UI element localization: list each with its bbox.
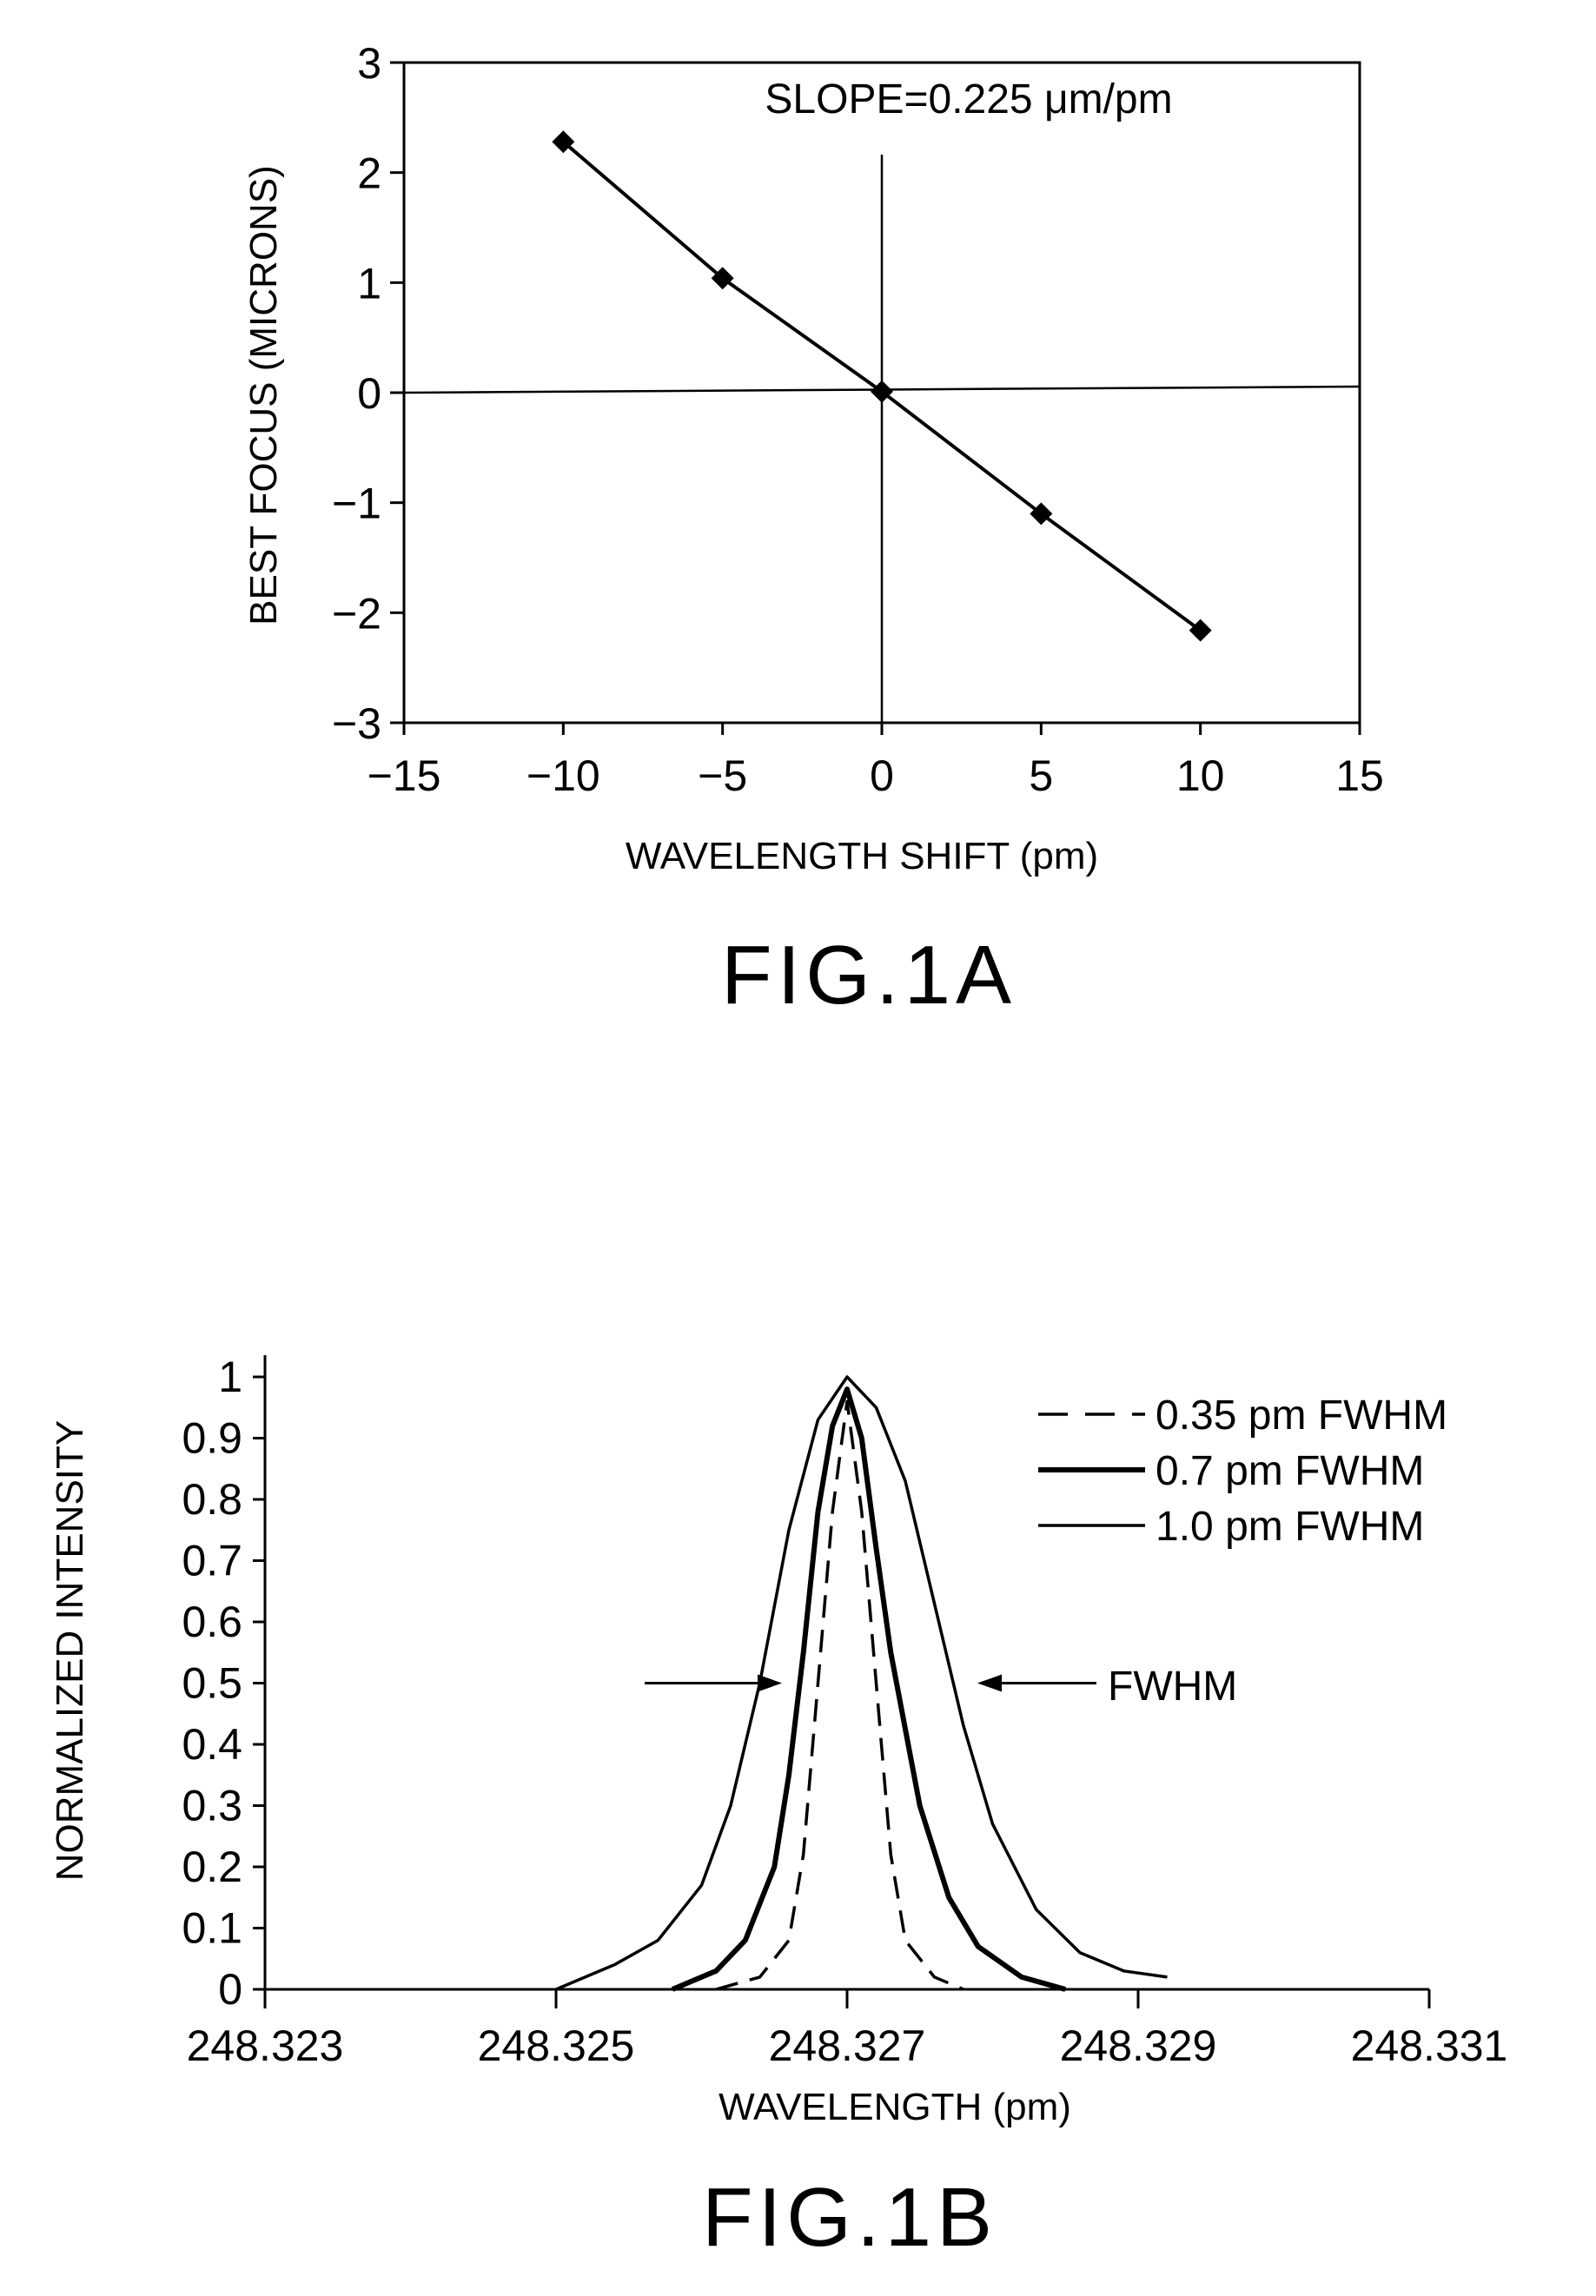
fig-1a-xtick-label: 15	[1335, 751, 1384, 800]
fwhm-right-arrow-head	[977, 1675, 1002, 1692]
fig-1a-caption: FIG.1A	[721, 929, 1017, 1022]
fig-1b-xtick-label: 248.323	[187, 2021, 344, 2070]
fig-1a-ytick-label: −1	[332, 480, 381, 528]
legend-item-0-35pm-label: 0.35 pm FWHM	[1156, 1393, 1447, 1439]
legend-item-0-7pm-label: 0.7 pm FWHM	[1156, 1448, 1424, 1494]
fig-1b-series-0-7pm	[672, 1389, 1065, 1989]
fig-1b-ytick-label: 0.6	[182, 1598, 242, 1646]
fig-1b-ytick-label: 0.4	[182, 1720, 242, 1769]
fig-1b-xtick-label: 248.325	[478, 2021, 635, 2070]
fig-1a-xlabel: WAVELENGTH SHIFT (pm)	[626, 835, 1098, 877]
fig-1b-xlabel: WAVELENGTH (pm)	[719, 2086, 1071, 2128]
fig-1b-ytick-label: 0.3	[182, 1782, 242, 1830]
fig-1b-caption: FIG.1B	[702, 2171, 997, 2264]
fig-1a-xtick-label: 5	[1029, 751, 1053, 800]
fig-1a-ytick-label: −2	[332, 589, 381, 638]
legend-item-1-0pm-label: 1.0 pm FWHM	[1156, 1504, 1424, 1550]
fig-1a-xtick-label: −5	[698, 751, 747, 800]
chart-fig-1b: 248.323 248.325 248.327 248.329 248.331 1 0.9 0…	[182, 1353, 1507, 2070]
fig-1a-xtick-label: −15	[368, 751, 441, 800]
fig-1a-xtick-label: −10	[526, 751, 600, 800]
chart-fig-1a: −15−10−50510153210−1−2−3	[332, 39, 1384, 800]
fig-1a-ytick-label: −3	[332, 699, 381, 748]
fwhm-annotation: FWHM	[1108, 1664, 1237, 1710]
fig-1b-ytick-label: 0.8	[182, 1475, 242, 1524]
fig-1a-ytick-label: 2	[357, 149, 381, 198]
fwhm-left-arrow-head	[758, 1675, 782, 1692]
fig-1b-series-0-35pm	[716, 1401, 964, 1989]
fig-1b-ytick-label: 0.2	[182, 1843, 242, 1891]
fig-1b-xtick-label: 248.329	[1060, 2021, 1217, 2070]
fig-1b-ytick-label: 0	[218, 1965, 242, 2014]
fig-1a-annotation: SLOPE=0.225 μm/pm	[765, 76, 1172, 122]
fig-1b-ytick-label: 0.5	[182, 1659, 242, 1708]
fig-1b-ytick-label: 1	[218, 1353, 242, 1401]
fig-1a-ytick-label: 3	[357, 39, 381, 88]
fig-1a-ylabel: BEST FOCUS (MICRONS)	[242, 165, 285, 625]
fig-1a-xtick-label: 10	[1176, 751, 1225, 800]
fig-1b-ytick-label: 0.1	[182, 1904, 242, 1953]
fig-1b-ytick-label: 0.7	[182, 1537, 242, 1585]
fig-1a-xtick-label: 0	[870, 751, 894, 800]
fig-1a-ytick-label: 1	[357, 259, 381, 308]
fig-1b-ytick-label: 0.9	[182, 1414, 242, 1463]
fig-1a-ytick-label: 0	[357, 369, 381, 418]
fig-1b-ylabel: NORMALIZED INTENSITY	[49, 1420, 91, 1882]
fig-1b-xtick-label: 248.331	[1351, 2021, 1508, 2070]
fig-1b-xtick-label: 248.327	[769, 2021, 926, 2070]
